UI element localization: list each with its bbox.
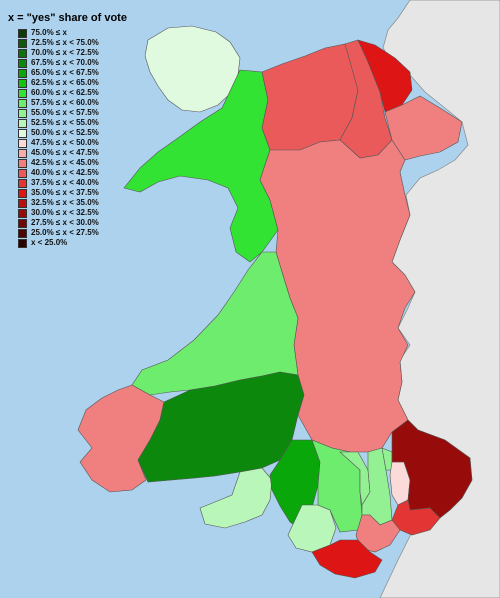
legend-label: 67.5% ≤ x < 70.0% bbox=[31, 58, 99, 67]
legend-label: 25.0% ≤ x < 27.5% bbox=[31, 228, 99, 237]
legend-row: 72.5% ≤ x < 75.0% bbox=[18, 38, 99, 48]
legend-label: 32.5% ≤ x < 35.0% bbox=[31, 198, 99, 207]
legend-swatch bbox=[18, 128, 27, 138]
legend-swatch bbox=[18, 168, 27, 178]
legend-label: 65.0% ≤ x < 67.5% bbox=[31, 68, 99, 77]
legend-swatch bbox=[18, 118, 27, 128]
legend-row: 42.5% ≤ x < 45.0% bbox=[18, 158, 99, 168]
legend-label: 37.5% ≤ x < 40.0% bbox=[31, 178, 99, 187]
legend-swatch bbox=[18, 138, 27, 148]
legend-swatch bbox=[18, 88, 27, 98]
legend-label: 57.5% ≤ x < 60.0% bbox=[31, 98, 99, 107]
legend-swatch bbox=[18, 48, 27, 58]
legend-swatch bbox=[18, 178, 27, 188]
legend-swatch bbox=[18, 28, 27, 38]
legend-row: 27.5% ≤ x < 30.0% bbox=[18, 218, 99, 228]
legend-label: 60.0% ≤ x < 62.5% bbox=[31, 88, 99, 97]
legend-swatch bbox=[18, 208, 27, 218]
legend-row: x < 25.0% bbox=[18, 238, 99, 248]
legend-row: 67.5% ≤ x < 70.0% bbox=[18, 58, 99, 68]
legend-label: 50.0% ≤ x < 52.5% bbox=[31, 128, 99, 137]
legend-swatch bbox=[18, 238, 27, 248]
legend-label: 62.5% ≤ x < 65.0% bbox=[31, 78, 99, 87]
legend-swatch bbox=[18, 98, 27, 108]
legend-title: x = "yes" share of vote bbox=[8, 12, 127, 24]
legend-label: 70.0% ≤ x < 72.5% bbox=[31, 48, 99, 57]
legend-swatch bbox=[18, 68, 27, 78]
region-anglesey bbox=[144, 25, 241, 113]
legend-label: 42.5% ≤ x < 45.0% bbox=[31, 158, 99, 167]
legend-label: 55.0% ≤ x < 57.5% bbox=[31, 108, 99, 117]
legend-row: 35.0% ≤ x < 37.5% bbox=[18, 188, 99, 198]
legend-row: 50.0% ≤ x < 52.5% bbox=[18, 128, 99, 138]
legend-label: 47.5% ≤ x < 50.0% bbox=[31, 138, 99, 147]
legend-row: 62.5% ≤ x < 65.0% bbox=[18, 78, 99, 88]
legend-swatch bbox=[18, 38, 27, 48]
legend-row: 57.5% ≤ x < 60.0% bbox=[18, 98, 99, 108]
legend: 75.0% ≤ x 72.5% ≤ x < 75.0% 70.0% ≤ x < 72… bbox=[18, 28, 99, 248]
legend-row: 32.5% ≤ x < 35.0% bbox=[18, 198, 99, 208]
legend-label: 52.5% ≤ x < 55.0% bbox=[31, 118, 99, 127]
legend-label: 75.0% ≤ x bbox=[31, 28, 67, 37]
legend-label: 27.5% ≤ x < 30.0% bbox=[31, 218, 99, 227]
legend-swatch bbox=[18, 108, 27, 118]
legend-row: 52.5% ≤ x < 55.0% bbox=[18, 118, 99, 128]
legend-swatch bbox=[18, 78, 27, 88]
legend-swatch bbox=[18, 228, 27, 238]
legend-swatch bbox=[18, 188, 27, 198]
legend-row: 45.0% ≤ x < 47.5% bbox=[18, 148, 99, 158]
legend-row: 37.5% ≤ x < 40.0% bbox=[18, 178, 99, 188]
legend-row: 70.0% ≤ x < 72.5% bbox=[18, 48, 99, 58]
legend-row: 30.0% ≤ x < 32.5% bbox=[18, 208, 99, 218]
legend-label: 72.5% ≤ x < 75.0% bbox=[31, 38, 99, 47]
legend-label: 35.0% ≤ x < 37.5% bbox=[31, 188, 99, 197]
legend-label: x < 25.0% bbox=[31, 238, 68, 247]
legend-row: 65.0% ≤ x < 67.5% bbox=[18, 68, 99, 78]
legend-swatch bbox=[18, 198, 27, 208]
legend-row: 40.0% ≤ x < 42.5% bbox=[18, 168, 99, 178]
legend-row: 60.0% ≤ x < 62.5% bbox=[18, 88, 99, 98]
region-flintshire bbox=[357, 39, 413, 113]
legend-swatch bbox=[18, 218, 27, 228]
legend-row: 75.0% ≤ x bbox=[18, 28, 99, 38]
legend-swatch bbox=[18, 58, 27, 68]
region-vale-of-glamorgan bbox=[311, 539, 383, 579]
legend-label: 40.0% ≤ x < 42.5% bbox=[31, 168, 99, 177]
legend-label: 30.0% ≤ x < 32.5% bbox=[31, 208, 99, 217]
legend-label: 45.0% ≤ x < 47.5% bbox=[31, 148, 99, 157]
legend-swatch bbox=[18, 148, 27, 158]
legend-swatch bbox=[18, 158, 27, 168]
legend-row: 25.0% ≤ x < 27.5% bbox=[18, 228, 99, 238]
region-swansea bbox=[199, 467, 273, 529]
legend-row: 55.0% ≤ x < 57.5% bbox=[18, 108, 99, 118]
legend-row: 47.5% ≤ x < 50.0% bbox=[18, 138, 99, 148]
